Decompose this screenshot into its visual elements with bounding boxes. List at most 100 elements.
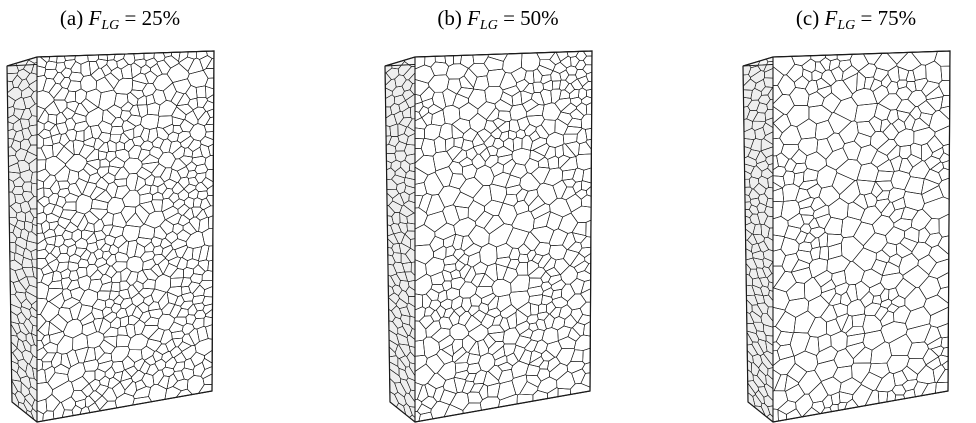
grain <box>499 91 514 107</box>
symbol: F <box>467 6 480 30</box>
grain <box>477 101 497 121</box>
grain <box>72 332 89 351</box>
grain <box>397 61 412 76</box>
grain <box>796 118 817 140</box>
grain <box>131 305 144 320</box>
grain <box>43 136 54 146</box>
grain <box>68 71 84 82</box>
grain <box>578 141 592 155</box>
fraction-value: 50% <box>520 6 559 30</box>
panel-label: (b) <box>437 6 462 30</box>
grain <box>929 161 944 174</box>
grain <box>538 360 550 370</box>
grain <box>540 119 556 136</box>
grain <box>829 403 839 412</box>
grain <box>170 158 187 172</box>
grain <box>141 373 155 388</box>
grain <box>97 142 110 153</box>
grain <box>754 126 766 141</box>
grain <box>852 346 873 364</box>
grain <box>508 129 517 141</box>
grain <box>863 76 875 90</box>
grain <box>868 362 890 379</box>
grain <box>567 117 582 128</box>
grain <box>69 301 83 320</box>
grain <box>483 120 499 134</box>
grain <box>120 267 132 282</box>
symbol-subscript: LG <box>837 18 856 33</box>
grain <box>495 256 512 268</box>
grain <box>474 210 494 229</box>
grain <box>532 68 543 83</box>
grain <box>133 124 145 139</box>
grain <box>852 193 869 210</box>
grain <box>45 394 61 412</box>
grain <box>148 308 164 320</box>
panel-caption: (c) FLG = 75% <box>736 6 976 34</box>
grain <box>448 310 460 326</box>
panel-caption: (b) FLG = 50% <box>378 6 618 34</box>
grain <box>872 84 890 104</box>
front-face <box>414 50 593 423</box>
grain <box>888 253 903 268</box>
grain <box>874 198 891 214</box>
grain <box>870 259 888 276</box>
grain <box>66 100 80 113</box>
grain <box>471 153 486 170</box>
grain <box>809 246 821 261</box>
grain <box>97 263 111 276</box>
grain <box>505 174 522 189</box>
grain <box>853 221 876 247</box>
grain <box>864 389 880 407</box>
grain <box>752 223 762 236</box>
grain <box>188 177 199 187</box>
grain <box>87 172 102 185</box>
grain <box>139 201 156 215</box>
grain <box>431 109 446 127</box>
grain <box>494 355 508 367</box>
grain <box>24 393 35 408</box>
grain <box>443 307 455 319</box>
grain <box>546 211 564 231</box>
grain <box>749 310 763 323</box>
panel-caption: (a) FLG = 25% <box>0 6 240 34</box>
grain <box>528 130 541 142</box>
grain <box>898 158 914 174</box>
grain <box>11 186 25 196</box>
grain <box>886 303 900 314</box>
grain <box>124 365 139 378</box>
grain <box>868 115 883 133</box>
grain <box>576 102 588 116</box>
grain <box>123 53 136 66</box>
grain <box>74 237 89 250</box>
grain <box>497 110 512 123</box>
grain <box>48 221 59 231</box>
grain <box>473 75 490 91</box>
grain <box>150 63 163 77</box>
grain <box>396 181 407 195</box>
grain <box>745 284 756 296</box>
grain <box>553 258 570 275</box>
grain <box>554 144 564 159</box>
grain <box>840 291 852 307</box>
grain <box>155 343 169 355</box>
grain <box>157 375 170 390</box>
grain <box>114 166 130 180</box>
panel-c: (c) FLG = 75% <box>736 0 976 423</box>
grain <box>792 162 808 175</box>
grain <box>149 146 164 160</box>
grain <box>112 234 128 249</box>
grain <box>542 79 554 92</box>
grain <box>841 65 859 81</box>
grain <box>487 331 505 342</box>
grain <box>86 158 101 171</box>
grain <box>469 383 485 393</box>
grain <box>502 266 519 284</box>
polycrystal-slab <box>6 50 215 423</box>
fraction-value: 75% <box>877 6 917 30</box>
grain <box>790 259 810 273</box>
grain <box>460 235 475 252</box>
grain <box>564 83 576 95</box>
grain <box>169 268 184 279</box>
grain <box>562 232 576 251</box>
